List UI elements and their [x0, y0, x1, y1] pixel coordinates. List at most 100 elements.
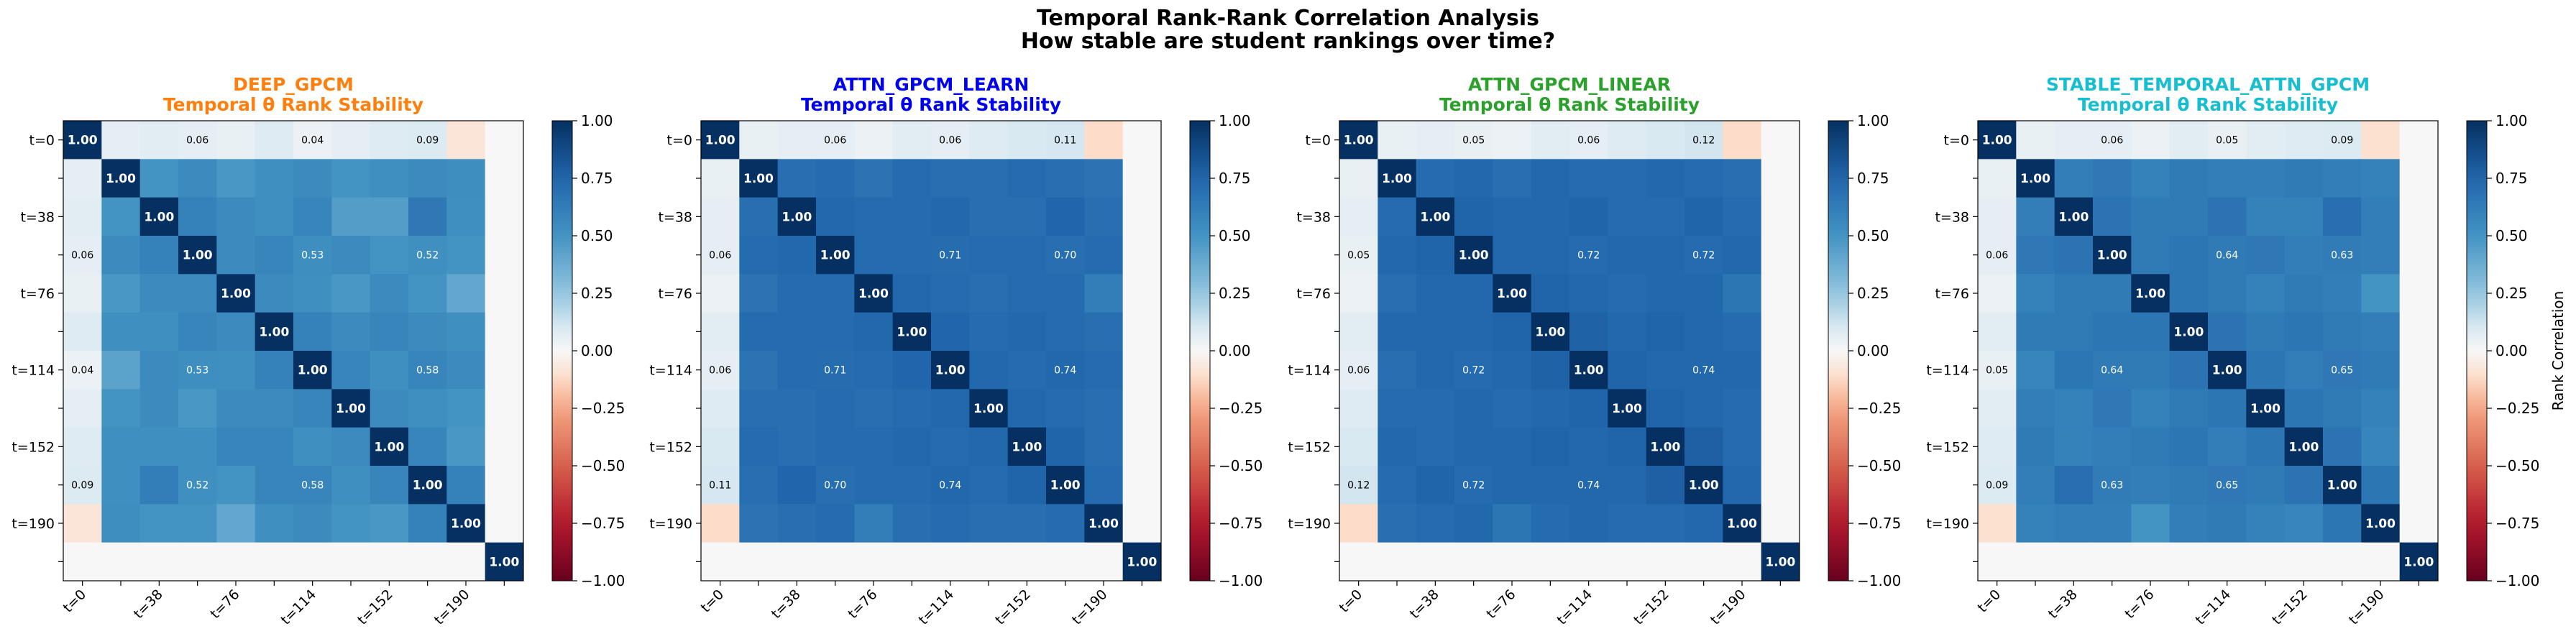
heatmap-cell	[969, 504, 1009, 543]
heatmap-cell	[1685, 121, 1723, 160]
heatmap-cell	[1761, 542, 1800, 581]
heatmap-cell	[370, 274, 409, 313]
heatmap-cell	[255, 504, 294, 543]
heatmap-cell	[2323, 312, 2362, 351]
cell-value-label: 1.00	[1050, 479, 1081, 493]
panel-title: ATTN_GPCM_LINEAR	[1468, 74, 1671, 95]
heatmap-cell	[701, 159, 740, 198]
heatmap-cell	[701, 312, 740, 351]
heatmap-cell	[485, 121, 524, 160]
heatmap-cell	[1454, 504, 1493, 543]
heatmap-cell	[63, 351, 102, 390]
cell-value-label: 0.74	[1054, 365, 1076, 377]
heatmap-cell	[1761, 159, 1800, 198]
heatmap-cell	[408, 504, 447, 543]
heatmap-cell	[1761, 236, 1800, 275]
heatmap-cell	[446, 197, 486, 236]
heatmap-cell	[1531, 312, 1570, 351]
heatmap-cell	[739, 236, 779, 275]
heatmap-cell	[816, 427, 855, 466]
heatmap-cell	[2054, 159, 2094, 198]
heatmap-cell	[370, 312, 409, 351]
colorbar-tick-label: −0.50	[1857, 457, 1901, 474]
heatmap-cell	[2208, 504, 2247, 543]
heatmap-cell	[1685, 159, 1723, 198]
heatmap-cell	[1608, 542, 1647, 581]
heatmap-cell	[2399, 389, 2439, 428]
heatmap-cell	[1339, 504, 1378, 543]
heatmap-cell	[485, 351, 524, 390]
colorbar-tick-label: 0.25	[1219, 285, 1251, 302]
heatmap-cell	[969, 197, 1009, 236]
cell-value-label: 0.74	[1692, 365, 1715, 377]
heatmap-cell	[446, 504, 486, 543]
heatmap-cell	[739, 274, 779, 313]
plot-frame	[700, 120, 1162, 581]
cell-value-label: 1.00	[935, 364, 966, 378]
y-tick-label: t=190	[649, 516, 692, 532]
panel-subtitle: Temporal θ Rank Stability	[163, 94, 423, 115]
heatmap-cell	[1685, 504, 1723, 543]
y-tick-label: t=114	[1288, 363, 1331, 379]
heatmap-cell	[854, 466, 894, 505]
heatmap-cell	[1378, 389, 1417, 428]
heatmap-cell	[178, 121, 217, 160]
heatmap-cell	[1978, 274, 2017, 313]
heatmap-cell	[63, 427, 102, 466]
heatmap-cell	[2323, 466, 2362, 505]
heatmap-cell	[1723, 274, 1762, 313]
heatmap-cell	[2131, 466, 2171, 505]
heatmap-cell	[2399, 274, 2439, 313]
heatmap-cell	[2131, 542, 2171, 581]
heatmap-cell	[2093, 389, 2132, 428]
heatmap-cell	[1608, 274, 1647, 313]
cell-value-label: 0.12	[1692, 135, 1715, 147]
heatmap-cell	[1084, 236, 1124, 275]
figure-subtitle: How stable are student rankings over tim…	[1020, 29, 1556, 54]
heatmap-cell	[931, 274, 970, 313]
cell-value-label: 1.00	[1765, 555, 1795, 569]
colorbar-tick-label: −0.50	[1219, 457, 1262, 474]
heatmap-cell	[2169, 389, 2209, 428]
colorbar-tick-label: −0.25	[581, 400, 625, 417]
colorbar-tick-label: −1.00	[581, 572, 625, 589]
cell-value-label: 1.00	[336, 402, 366, 416]
heatmap-cell	[1723, 312, 1762, 351]
heatmap-cell	[1007, 236, 1047, 275]
heatmap-cell	[216, 236, 256, 275]
heatmap-cell	[1416, 427, 1455, 466]
heatmap-cell	[216, 197, 256, 236]
x-tick-label: t=114	[1554, 587, 1595, 628]
cell-value-label: 1.00	[106, 172, 136, 186]
heatmap-cell	[1339, 121, 1378, 160]
heatmap-cell	[293, 159, 332, 198]
heatmap-cell	[2016, 351, 2055, 390]
heatmap-cell	[2054, 427, 2094, 466]
heatmap-cell	[446, 351, 486, 390]
panel-title: DEEP_GPCM	[233, 74, 354, 95]
heatmap-cell	[854, 236, 894, 275]
heatmap-cell	[1723, 236, 1762, 275]
x-tick-label: t=0	[1975, 587, 2004, 616]
colorbar-tick-label: 0.25	[2495, 285, 2528, 302]
y-tick-label: t=190	[1288, 516, 1331, 532]
heatmap-cell	[777, 121, 817, 160]
heatmap-cell	[139, 427, 179, 466]
heatmap-cell	[701, 351, 740, 390]
cell-value-label: 1.00	[2250, 402, 2281, 416]
heatmap-cell	[1646, 351, 1685, 390]
plot-frame	[1339, 120, 1800, 581]
heatmap-cell	[2016, 542, 2055, 581]
heatmap-cell	[101, 351, 141, 390]
heatmap-cell	[739, 159, 779, 198]
heatmap-cell	[1569, 466, 1608, 505]
panel-subtitle: Temporal θ Rank Stability	[801, 94, 1061, 115]
heatmap-cell	[1608, 312, 1647, 351]
colorbar-tick-label: −1.00	[2495, 572, 2539, 589]
heatmap-cell	[408, 236, 447, 275]
heatmap-cell	[255, 121, 294, 160]
heatmap-cell	[1646, 504, 1685, 543]
heatmap-cell	[2131, 351, 2171, 390]
heatmap-cell	[2169, 427, 2209, 466]
cell-value-label: 0.52	[416, 250, 439, 262]
